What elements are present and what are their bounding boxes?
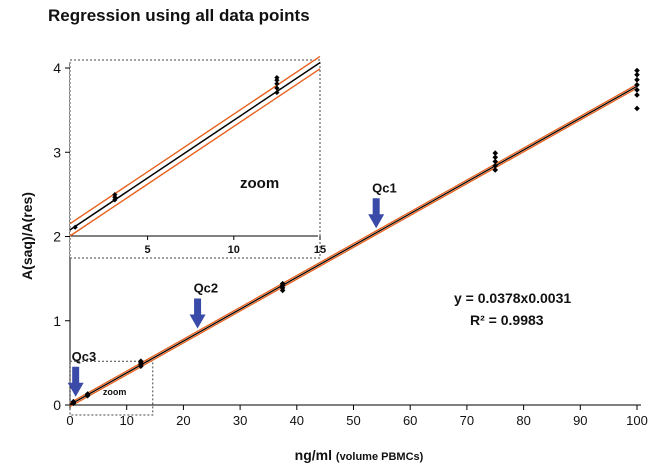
data-points — [70, 67, 640, 407]
inset-frame — [69, 59, 321, 259]
x-tick-label: 70 — [460, 413, 474, 428]
inset-data-point — [112, 194, 118, 200]
regression-line — [69, 85, 638, 406]
x-tick-label: 30 — [233, 413, 247, 428]
regression-lines — [69, 83, 638, 408]
inset-data-point — [112, 192, 118, 198]
data-point — [492, 154, 499, 161]
chart-title: Regression using all data points — [48, 6, 310, 25]
data-point — [492, 158, 499, 165]
inset-data-point — [274, 81, 280, 87]
x-tick-label: 100 — [626, 413, 648, 428]
data-point — [634, 67, 640, 74]
data-point — [634, 92, 640, 98]
x-axis-label: ng/ml (volume PBMCs) — [0, 447, 658, 463]
x-tick-label: 60 — [403, 413, 417, 428]
x-tick-label: 90 — [573, 413, 587, 428]
y-tick-label: 1 — [53, 313, 61, 329]
data-point — [138, 358, 144, 364]
qc-label: Qc1 — [372, 180, 397, 195]
y-tick-label: 4 — [53, 60, 61, 76]
qc-arrow — [189, 298, 206, 329]
qc-label: Qc2 — [194, 281, 219, 296]
x-tick-label: 40 — [290, 413, 304, 428]
x-tick-label: 20 — [176, 413, 190, 428]
x-tick-label: 10 — [119, 413, 133, 428]
data-point — [634, 87, 640, 93]
data-point — [634, 76, 640, 83]
y-tick-label: 3 — [53, 144, 61, 160]
inset-x-tick-label: 10 — [228, 244, 240, 256]
confidence-band-lower — [69, 87, 638, 408]
r-squared: R² = 0.9983 — [470, 312, 544, 328]
x-axis-label-sub: (volume PBMCs) — [335, 451, 424, 463]
inset-band-lower — [69, 68, 321, 237]
inset-zoom-label: zoom — [240, 175, 279, 192]
inset-x-tick-label: 15 — [314, 244, 326, 256]
data-point — [634, 105, 640, 112]
zoom-region-rect — [69, 360, 154, 416]
data-point — [492, 162, 499, 169]
inset-data-point — [112, 197, 118, 203]
qc-label: Qc3 — [72, 349, 97, 364]
y-tick-label: 0 — [53, 397, 61, 413]
zoom-region-box: zoom — [69, 360, 154, 416]
inset-data-point — [274, 75, 280, 81]
inset-data-point — [72, 224, 78, 230]
qc-markers: Qc3 Qc2 Qc1 — [67, 180, 397, 397]
inset-regression-line — [69, 62, 321, 231]
inset-data-point — [274, 77, 280, 83]
qc-arrow — [368, 198, 385, 229]
y-axis-label: A(saq)/A(res) — [19, 192, 35, 280]
zoom-label-small: zoom — [103, 387, 127, 397]
x-axis-label-main: ng/ml — [294, 447, 333, 463]
y-tick-label: 2 — [53, 229, 61, 245]
data-point — [279, 280, 286, 287]
x-tick-label: 0 — [66, 413, 73, 428]
inset-data-point — [274, 85, 280, 91]
x-tick-label: 80 — [516, 413, 530, 428]
data-point — [634, 71, 640, 78]
data-point — [634, 82, 640, 88]
data-point — [492, 150, 499, 156]
zoom-inset: 5 10 15 zoom — [69, 55, 326, 259]
data-point — [70, 398, 77, 405]
data-point — [492, 167, 499, 173]
regression-equation: y = 0.0378x0.0031 — [454, 290, 572, 306]
x-tick-label: 50 — [346, 413, 360, 428]
qc-arrow — [67, 366, 84, 397]
confidence-band-upper — [69, 83, 638, 404]
inset-data-point — [274, 89, 280, 96]
data-point — [84, 391, 91, 397]
inset-x-tick-label: 5 — [145, 244, 151, 256]
